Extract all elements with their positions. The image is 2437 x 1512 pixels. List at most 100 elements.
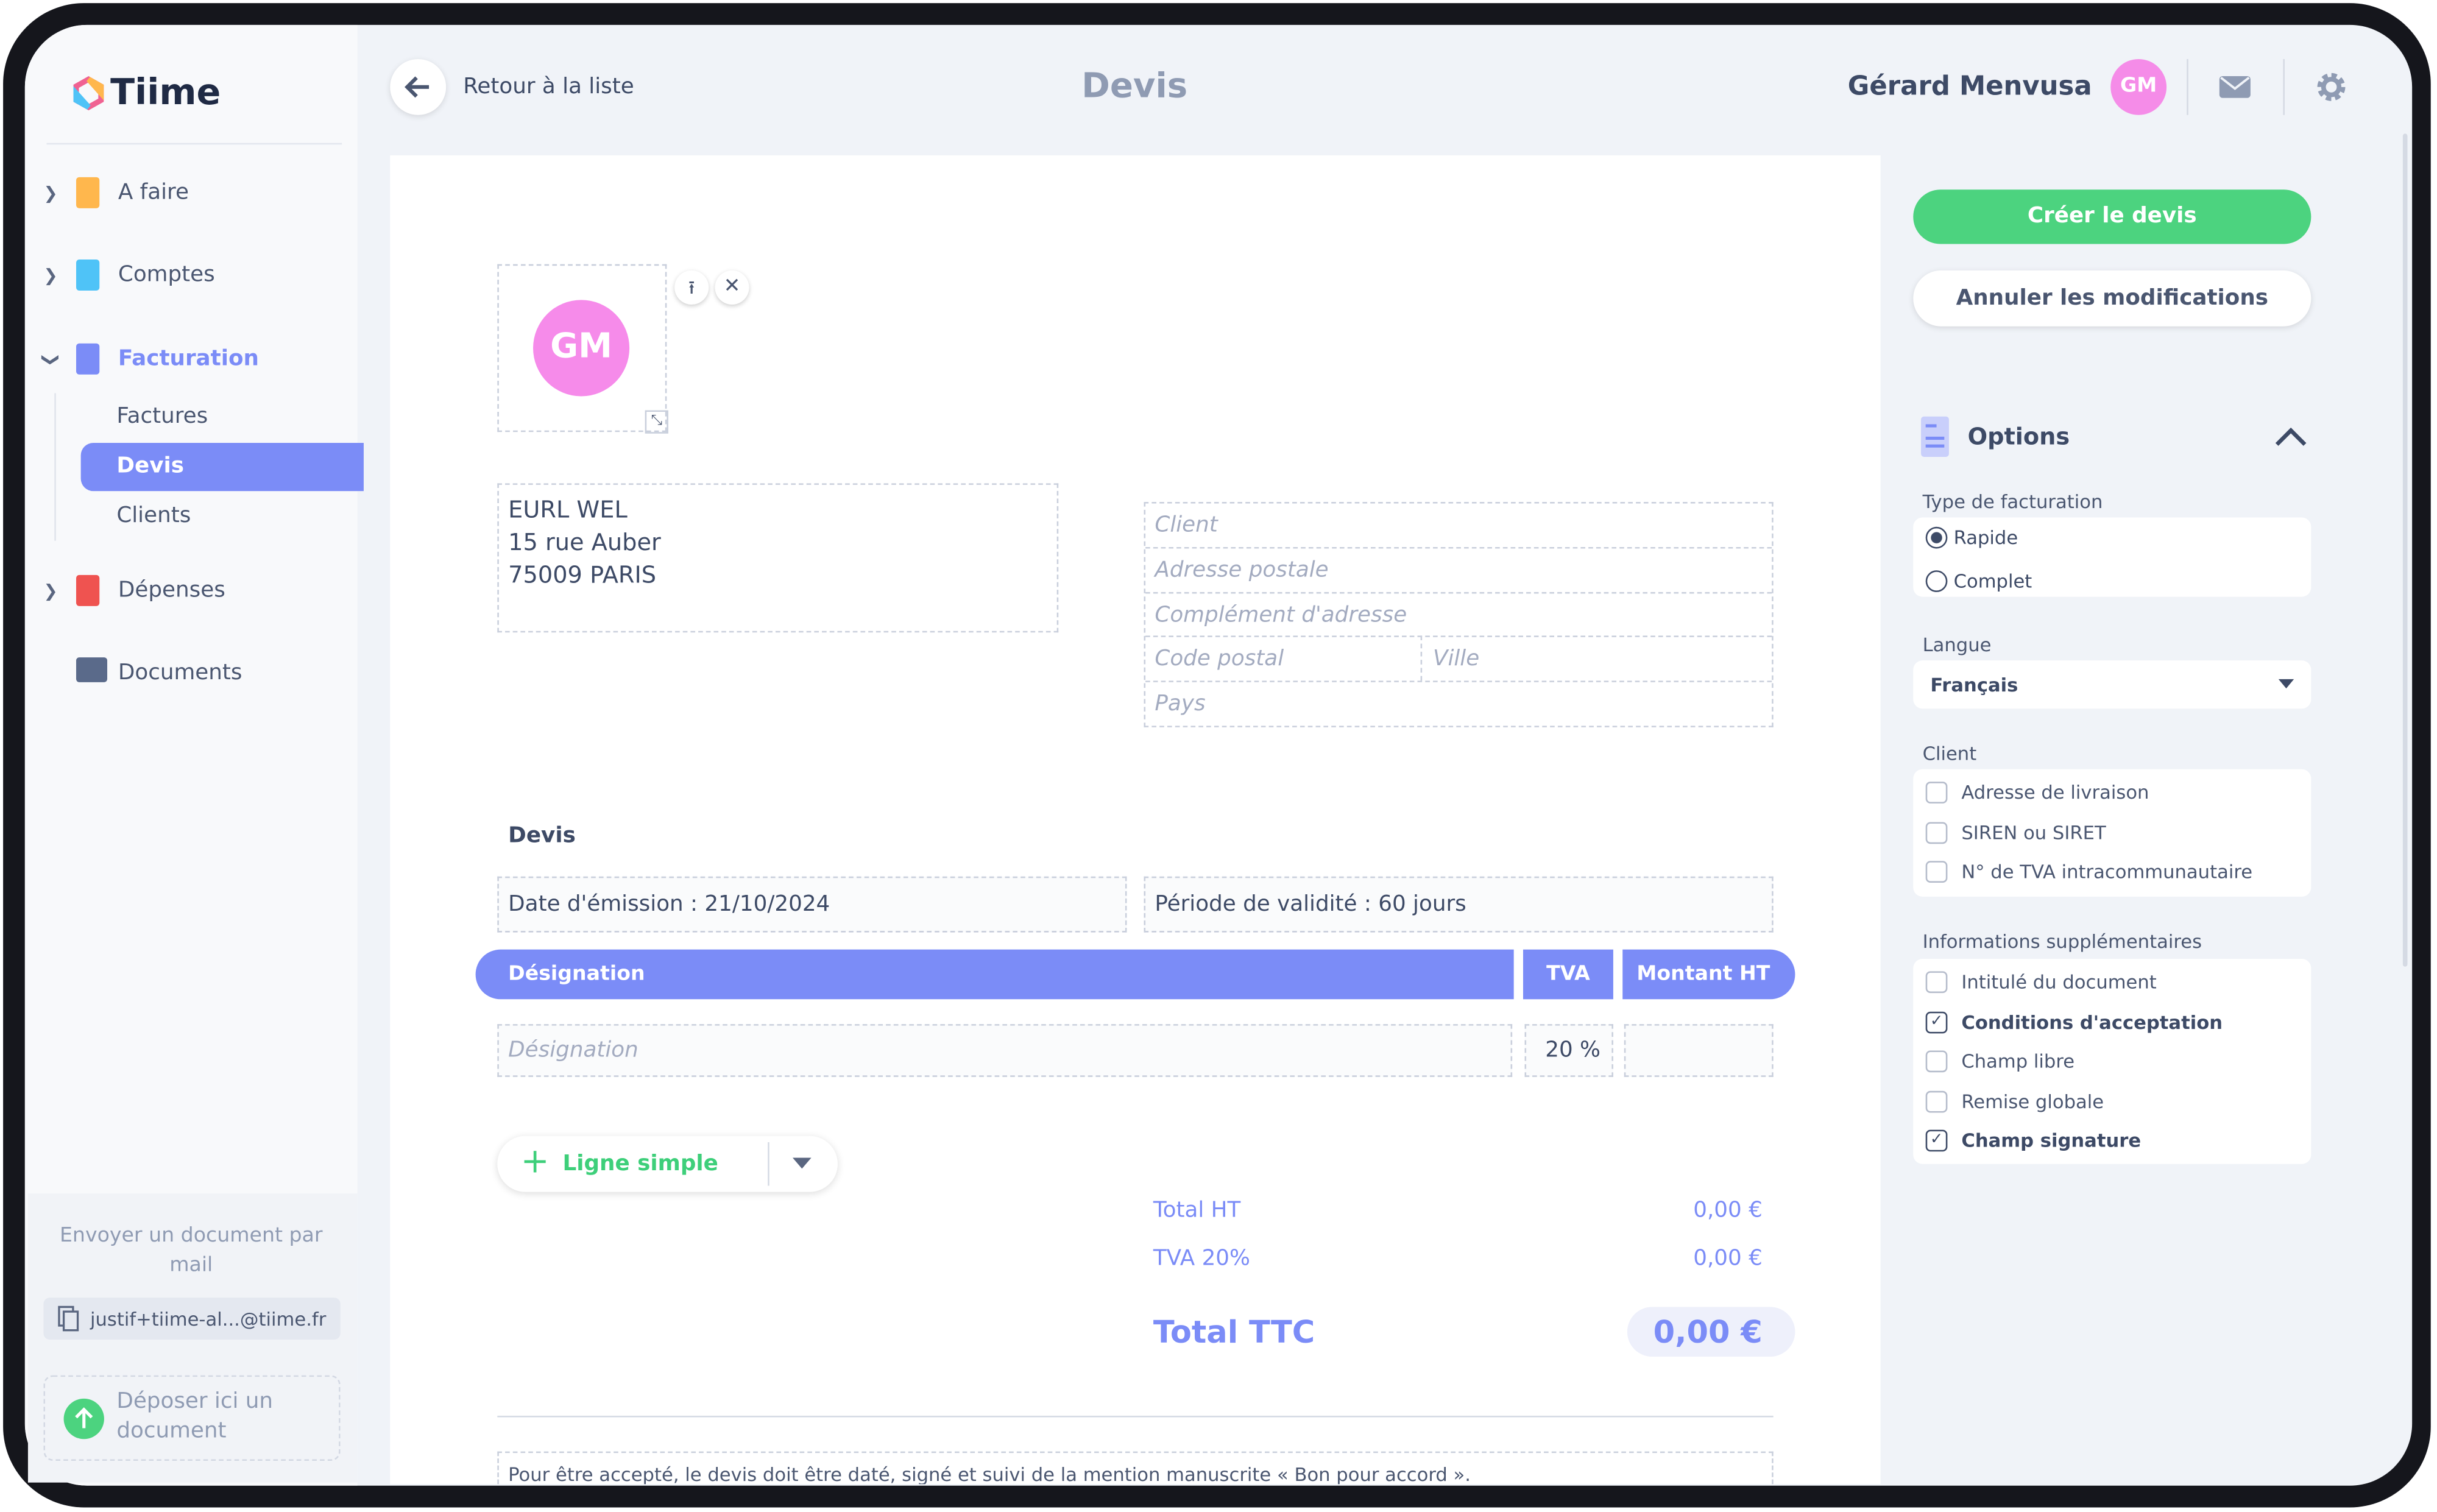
sender-address[interactable]: EURL WEL 15 rue Auber 75009 PARIS	[497, 483, 1059, 633]
nav-item[interactable]: Dépenses	[118, 578, 225, 603]
checkbox[interactable]: ✓	[1925, 1011, 1948, 1033]
row-line	[1420, 636, 1423, 682]
nav-subitem[interactable]: Factures	[116, 404, 208, 429]
add-line-button[interactable]	[497, 1136, 838, 1192]
row-line	[1145, 636, 1772, 638]
checkbox-label[interactable]: Champ libre	[1961, 1050, 2075, 1073]
options-icon	[1921, 416, 1949, 457]
settings-icon[interactable]	[2314, 70, 2348, 104]
radio[interactable]	[1925, 570, 1948, 592]
total-label: TVA 20%	[1153, 1246, 1251, 1271]
issue-date-field[interactable]	[497, 876, 1127, 933]
checkbox[interactable]	[1925, 782, 1948, 804]
nav-subitem[interactable]: Devis	[116, 453, 184, 479]
client-placeholder[interactable]: Adresse postale	[1155, 557, 1329, 583]
issue-date: Date d'émission : 21/10/2024	[508, 892, 830, 917]
vat-field[interactable]	[1524, 1024, 1613, 1077]
client-placeholder[interactable]: Complément d'adresse	[1155, 602, 1407, 627]
language-select[interactable]	[1913, 660, 2311, 709]
footer-note-box[interactable]: Pour être accepté, le devis doit être da…	[497, 1451, 1774, 1485]
checkbox-label[interactable]: Adresse de livraison	[1961, 782, 2149, 804]
plus-icon: +	[520, 1143, 550, 1182]
section-label: Type de facturation	[1922, 491, 2103, 513]
resize-handle[interactable]: ⤡	[645, 410, 668, 434]
table-header-cell	[1523, 949, 1613, 1000]
document	[390, 155, 1881, 1485]
client-box[interactable]	[1144, 501, 1774, 727]
sender-line: EURL WEL	[508, 495, 628, 524]
separator	[2283, 58, 2285, 115]
nav-icon	[76, 177, 100, 208]
table-header: TVA	[1546, 963, 1590, 986]
separator	[2187, 58, 2188, 115]
checkbox[interactable]	[1925, 971, 1948, 994]
client-placeholder[interactable]: Ville	[1433, 647, 1480, 673]
company-logo: GM	[532, 300, 630, 397]
validity-field[interactable]	[1144, 876, 1774, 933]
client-placeholder[interactable]: Client	[1155, 512, 1218, 538]
separator	[768, 1142, 769, 1186]
checkbox[interactable]	[1925, 821, 1948, 843]
designation-field[interactable]	[497, 1024, 1513, 1077]
checkbox[interactable]	[1925, 861, 1948, 883]
avatar[interactable]: GM	[2110, 58, 2167, 115]
checkbox-label[interactable]: N° de TVA intracommunautaire	[1961, 861, 2253, 883]
mail-icon[interactable]	[2218, 74, 2252, 99]
collapse-chevron[interactable]	[2274, 426, 2308, 448]
chevron[interactable]: ❯	[43, 183, 58, 204]
options-title: Options	[1967, 422, 2070, 451]
amount-field[interactable]	[1624, 1024, 1774, 1077]
total-value: 0,00 €	[1693, 1198, 1763, 1223]
checkbox[interactable]	[1925, 1090, 1948, 1112]
section-title: Devis	[508, 824, 576, 849]
table-header: Montant HT	[1636, 963, 1770, 986]
nav-item[interactable]: Comptes	[118, 263, 215, 288]
checkbox-label[interactable]: SIREN ou SIRET	[1961, 821, 2106, 843]
divider	[46, 143, 342, 145]
logo-box[interactable]	[497, 264, 667, 433]
checkbox[interactable]: ✓	[1925, 1129, 1948, 1152]
nav-icon	[76, 343, 100, 375]
extra-options-box	[1913, 958, 2311, 1164]
mail-address-box[interactable]	[43, 1298, 341, 1340]
client-options-box	[1913, 769, 2311, 897]
drop-zone[interactable]	[43, 1375, 341, 1461]
back-link[interactable]: Retour à la liste	[463, 74, 634, 100]
nav-icon	[76, 657, 108, 682]
table-header-cell	[475, 949, 1514, 1000]
upload-logo-button[interactable]: ⭱	[674, 270, 709, 305]
validity: Période de validité : 60 jours	[1155, 892, 1466, 917]
nav-item[interactable]: Documents	[118, 660, 242, 685]
nav-item[interactable]: A faire	[118, 180, 189, 205]
dropdown-arrow[interactable]	[793, 1157, 812, 1170]
sender-line: 75009 PARIS	[508, 560, 657, 589]
nav-item[interactable]: Facturation	[118, 346, 259, 372]
radio-label[interactable]: Complet	[1953, 570, 2032, 592]
create-button[interactable]: Créer le devis	[1913, 189, 2311, 244]
back-arrow	[405, 76, 430, 98]
user-name[interactable]: Gérard Menvusa	[1847, 71, 2092, 103]
chevron[interactable]: ❯	[43, 266, 58, 286]
remove-logo-button[interactable]: ✕	[715, 270, 749, 305]
upload-icon	[63, 1398, 104, 1440]
nav-subitem[interactable]: Clients	[116, 503, 191, 529]
cancel-button[interactable]: Annuler les modifications	[1913, 270, 2311, 327]
billing-type-box	[1913, 517, 2311, 597]
checkbox[interactable]	[1925, 1050, 1948, 1073]
section-label: Informations supplémentaires	[1922, 931, 2202, 953]
client-placeholder[interactable]: Pays	[1155, 691, 1206, 717]
table-header: Désignation	[508, 963, 645, 986]
radio-label[interactable]: Rapide	[1953, 526, 2018, 549]
client-placeholder[interactable]: Code postal	[1155, 647, 1284, 673]
checkbox-label[interactable]: Remise globale	[1961, 1090, 2104, 1112]
chevron[interactable]: ❯	[43, 581, 58, 602]
chevron[interactable]: ❯	[40, 352, 61, 367]
nav-icon	[76, 260, 100, 291]
vat-value: 20 %	[1545, 1038, 1600, 1063]
checkbox-label[interactable]: Intitulé du document	[1961, 971, 2157, 994]
checkbox-label[interactable]: Conditions d'acceptation	[1961, 1011, 2223, 1033]
checkbox-label[interactable]: Champ signature	[1961, 1129, 2142, 1152]
radio[interactable]	[1925, 526, 1948, 549]
mail-address: justif+tiime-al...@tiime.fr	[90, 1308, 327, 1330]
